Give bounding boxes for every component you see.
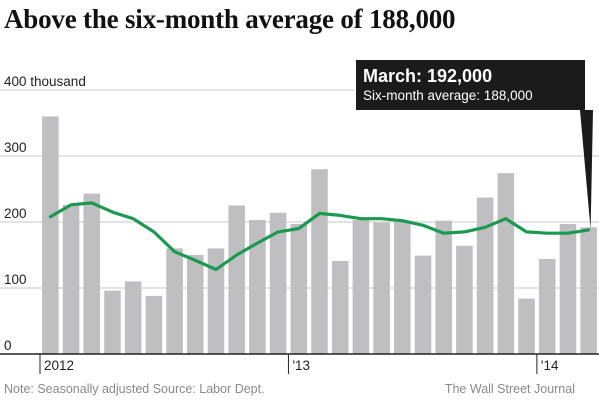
bar <box>207 248 225 354</box>
bar <box>269 212 287 354</box>
bar <box>186 255 204 354</box>
tick-labels: 0 100 200 300 400 thousand 2012 '13 '14 <box>4 74 559 373</box>
bar <box>456 245 473 354</box>
bar <box>435 220 453 354</box>
bar <box>352 220 370 354</box>
bar <box>166 248 183 354</box>
bar <box>42 116 59 355</box>
callout-pointer <box>580 110 593 230</box>
bar <box>145 295 163 354</box>
chart-title: Above the six-month average of 188,000 <box>4 4 456 34</box>
average-line-series <box>48 201 591 272</box>
march-callout: March: 192,000 Six-month average: 188,00… <box>356 60 585 110</box>
bar <box>414 255 432 354</box>
bar <box>62 204 80 354</box>
footnote: Note: Seasonally adjusted Source: Labor … <box>4 382 265 396</box>
bar <box>104 290 121 354</box>
y-tick-label: 0 <box>4 338 12 353</box>
callout-value: March: 192,000 <box>363 66 493 86</box>
bar <box>373 222 390 354</box>
source-credit: The Wall Street Journal <box>444 382 575 396</box>
bar <box>124 281 142 354</box>
bar <box>559 223 577 354</box>
bar <box>476 197 494 354</box>
bar <box>228 205 245 354</box>
bar <box>580 227 597 354</box>
bar <box>290 223 308 354</box>
bar <box>394 221 411 354</box>
x-tick-label: '14 <box>541 358 559 373</box>
bar <box>538 258 556 354</box>
bar <box>497 173 515 354</box>
bar-series <box>42 116 597 355</box>
bar <box>83 193 101 354</box>
bar <box>249 220 266 354</box>
x-tick-label: 2012 <box>44 358 74 373</box>
callout-average: Six-month average: 188,000 <box>363 88 533 103</box>
axes <box>0 110 599 374</box>
y-tick-label: 300 <box>4 140 27 155</box>
bar <box>311 169 328 354</box>
x-tick-label: '13 <box>292 358 310 373</box>
six-month-average-line <box>48 201 591 272</box>
y-axis-unit-label: 400 thousand <box>4 74 86 89</box>
y-tick-label: 200 <box>4 206 27 221</box>
bar <box>331 260 349 354</box>
y-tick-label: 100 <box>4 272 27 287</box>
bar <box>518 298 535 354</box>
